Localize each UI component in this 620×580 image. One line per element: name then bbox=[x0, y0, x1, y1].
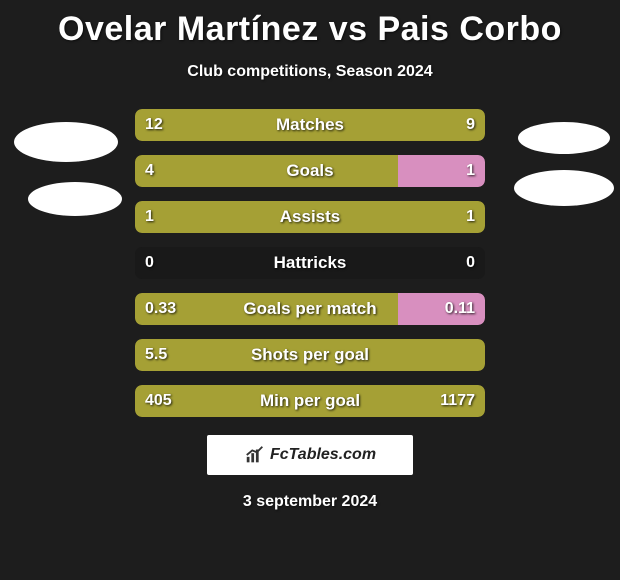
right-avatar-column bbox=[514, 122, 614, 206]
stat-left-value: 5.5 bbox=[145, 346, 167, 364]
stat-bar-row: 5.5 Shots per goal bbox=[135, 339, 485, 371]
stat-right-value: 1177 bbox=[440, 392, 475, 410]
stat-label: Assists bbox=[280, 207, 340, 227]
stat-right-value: 9 bbox=[466, 116, 475, 134]
page-title: Ovelar Martínez vs Pais Corbo bbox=[0, 0, 620, 49]
stat-left-value: 405 bbox=[145, 392, 172, 410]
stat-left-value: 0 bbox=[145, 254, 154, 272]
left-avatar-column bbox=[10, 122, 122, 216]
stat-right-value: 1 bbox=[466, 162, 475, 180]
attribution-text: FcTables.com bbox=[270, 446, 376, 464]
stat-bar-row: 0 0 Hattricks bbox=[135, 247, 485, 279]
subtitle: Club competitions, Season 2024 bbox=[0, 63, 620, 81]
stat-label: Goals per match bbox=[243, 299, 376, 319]
stat-label: Hattricks bbox=[274, 253, 347, 273]
player-right-avatar-2 bbox=[514, 170, 614, 206]
player-left-avatar-2 bbox=[28, 182, 122, 216]
stat-right-value: 0.11 bbox=[445, 300, 475, 318]
stat-label: Matches bbox=[276, 115, 344, 135]
stat-left-value: 12 bbox=[145, 116, 163, 134]
stats-bars-container: 12 9 Matches 4 1 Goals 1 1 Assists 0 0 Hattricks 0.3… bbox=[135, 109, 485, 417]
stat-label: Goals bbox=[286, 161, 333, 181]
player-left-avatar-1 bbox=[14, 122, 118, 162]
stat-left-value: 4 bbox=[145, 162, 154, 180]
stat-bar-row: 12 9 Matches bbox=[135, 109, 485, 141]
stat-left-value: 1 bbox=[145, 208, 154, 226]
stat-bar-row: 1 1 Assists bbox=[135, 201, 485, 233]
stat-label: Min per goal bbox=[260, 391, 360, 411]
attribution-badge: FcTables.com bbox=[207, 435, 413, 475]
stat-right-value: 0 bbox=[466, 254, 475, 272]
stat-label: Shots per goal bbox=[251, 345, 369, 365]
stat-bar-row: 4 1 Goals bbox=[135, 155, 485, 187]
stat-bar-left-fill bbox=[135, 155, 398, 187]
stat-bar-row: 0.33 0.11 Goals per match bbox=[135, 293, 485, 325]
player-right-avatar-1 bbox=[518, 122, 610, 154]
stat-left-value: 0.33 bbox=[145, 300, 176, 318]
stat-right-value: 1 bbox=[466, 208, 475, 226]
stat-bar-row: 405 1177 Min per goal bbox=[135, 385, 485, 417]
fctables-logo-icon bbox=[244, 444, 266, 466]
date-text: 3 september 2024 bbox=[0, 493, 620, 511]
